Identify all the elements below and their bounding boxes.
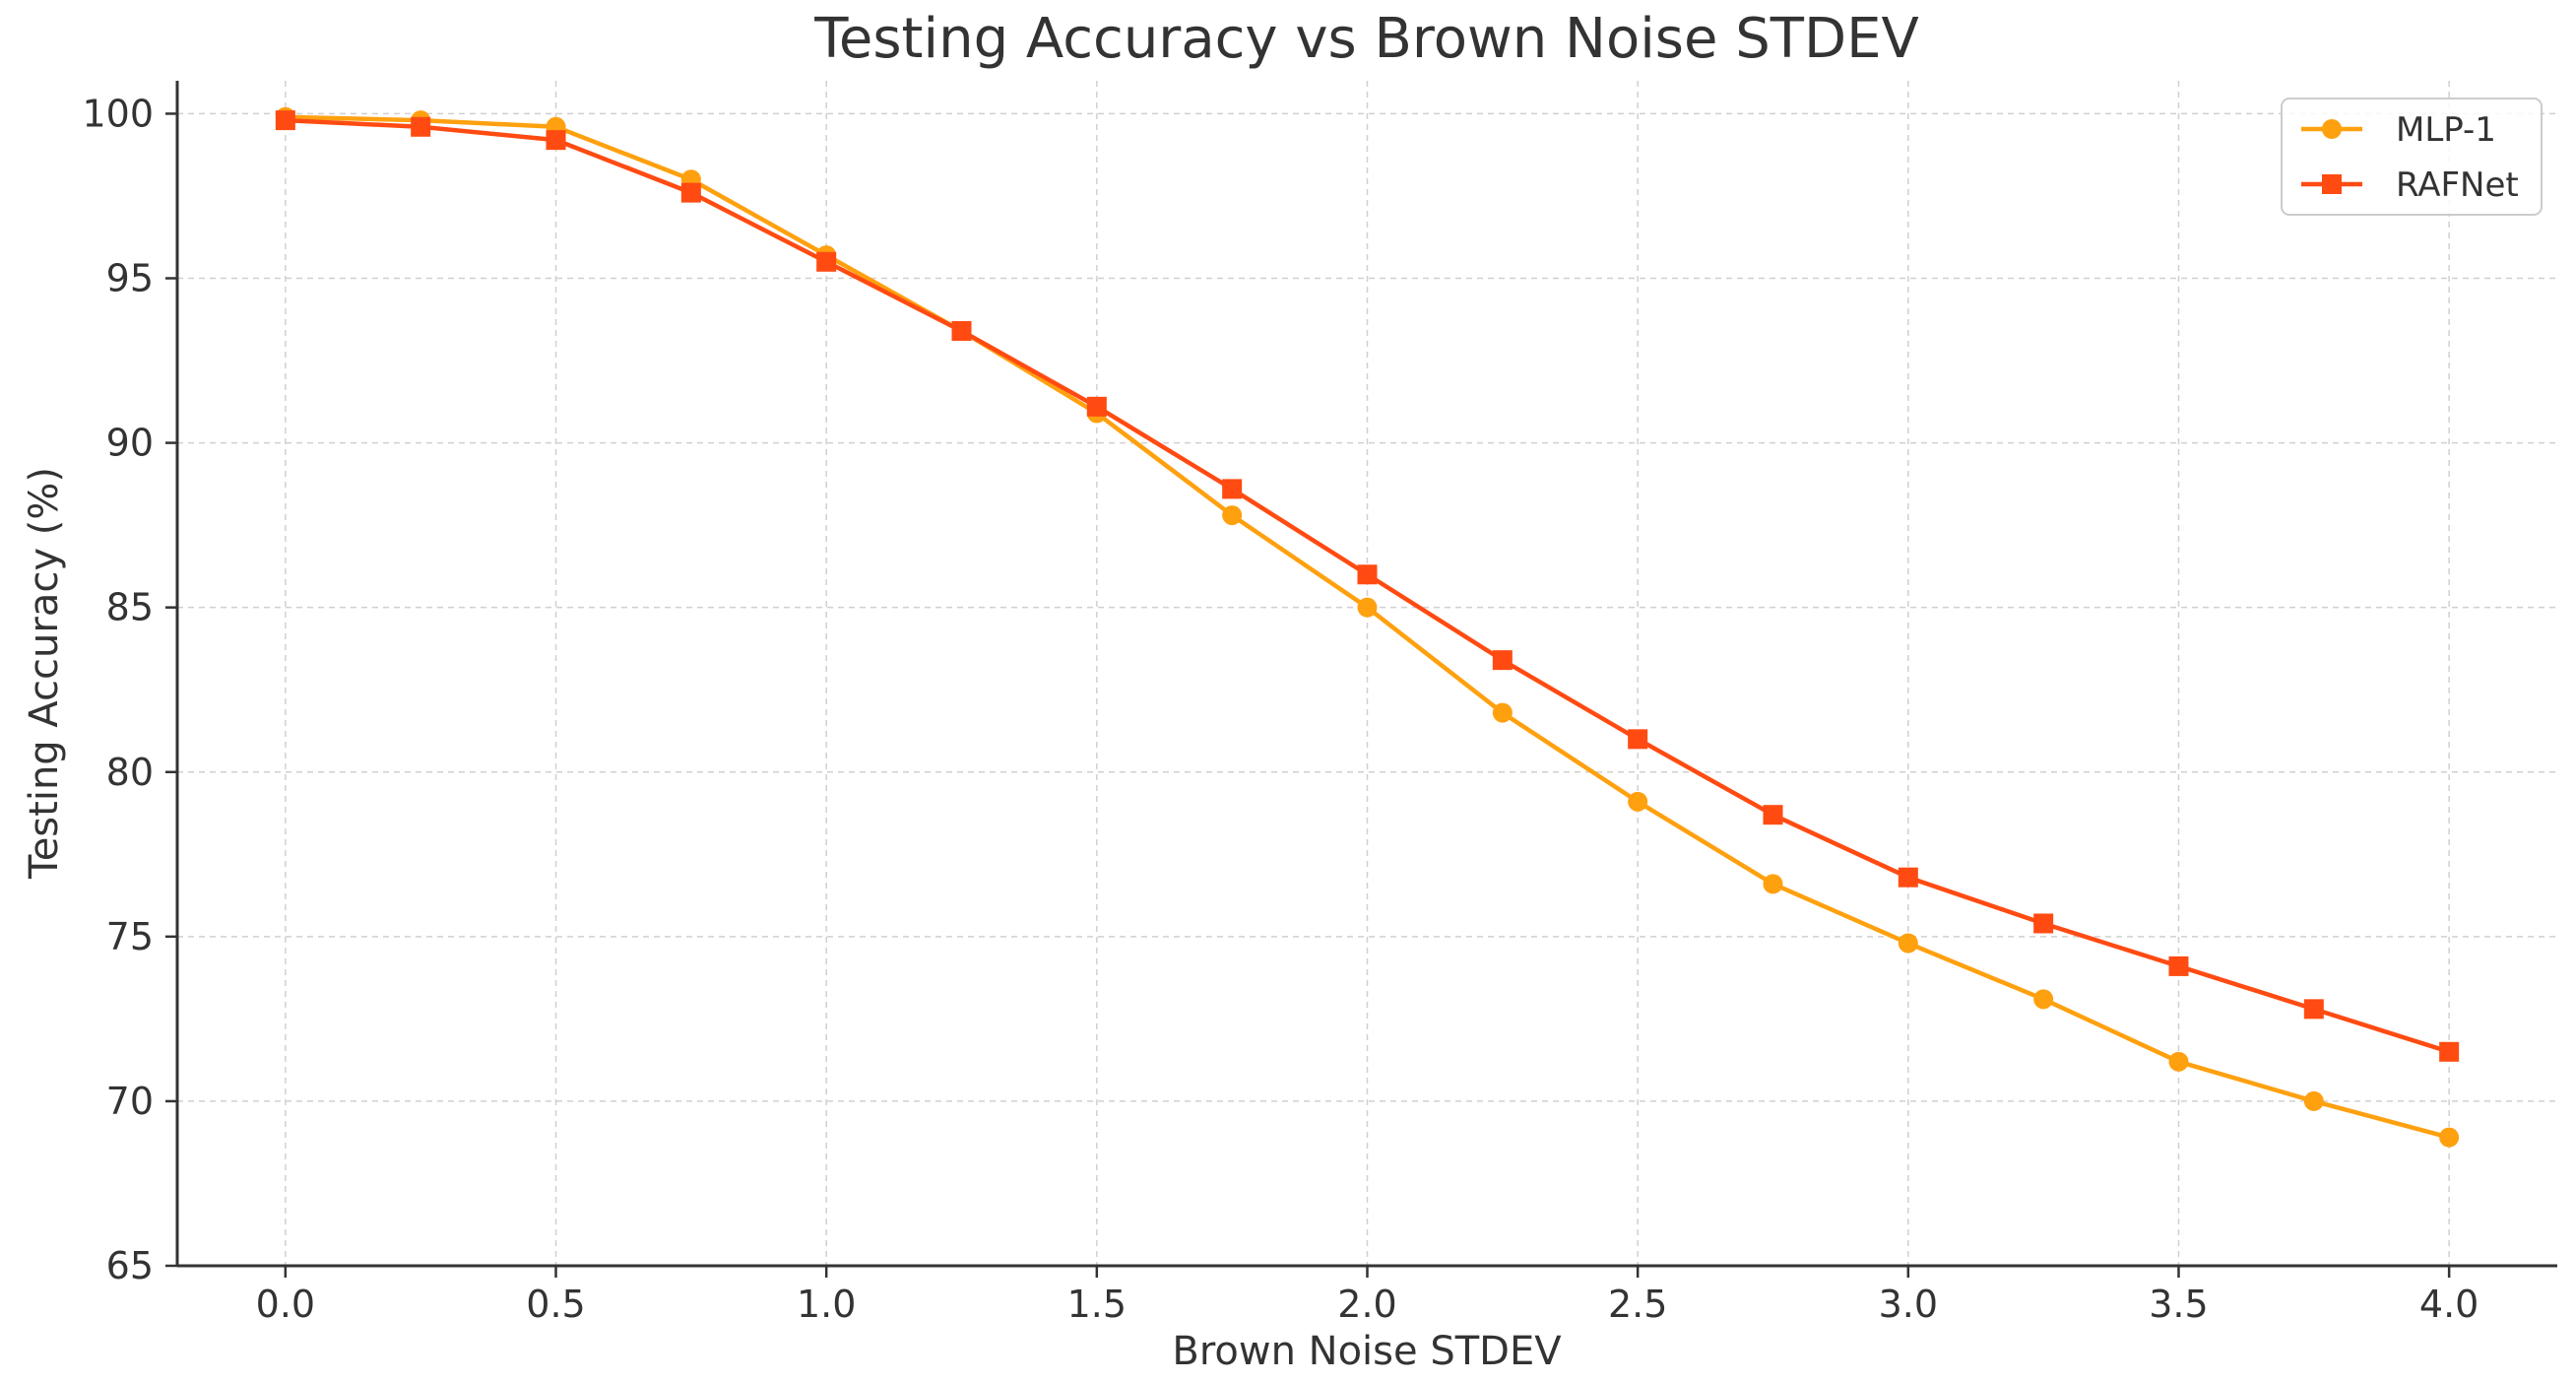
x-tick-label: 2.0 xyxy=(1337,1283,1396,1326)
x-tick-label: 3.0 xyxy=(1879,1283,1938,1326)
x-tick-label: 4.0 xyxy=(2419,1283,2479,1326)
data-point-rafnet xyxy=(411,116,431,137)
y-tick-label: 90 xyxy=(106,422,154,465)
x-tick-label: 0.0 xyxy=(256,1283,315,1326)
data-point-rafnet xyxy=(546,130,566,151)
data-point-mlp-1 xyxy=(1492,702,1513,723)
data-point-mlp-1 xyxy=(1763,874,1783,894)
data-series xyxy=(275,106,2460,1148)
data-point-mlp-1 xyxy=(1357,597,1378,618)
data-point-rafnet xyxy=(1628,729,1648,750)
data-point-rafnet xyxy=(1898,867,1918,888)
legend-label-mlp-1: MLP-1 xyxy=(2396,110,2496,150)
data-point-mlp-1 xyxy=(1222,505,1243,526)
x-tick-label: 1.0 xyxy=(797,1283,856,1326)
legend-marker-mlp-1 xyxy=(2322,119,2342,139)
grid xyxy=(177,81,2557,1266)
data-point-rafnet xyxy=(951,320,972,341)
y-tick-label: 95 xyxy=(106,257,154,300)
legend-entry-mlp-1: MLP-1 xyxy=(2301,110,2496,150)
x-tick-label: 1.5 xyxy=(1067,1283,1127,1326)
chart-title: Testing Accuracy vs Brown Noise STDEV xyxy=(813,7,1919,71)
data-point-rafnet xyxy=(1222,479,1243,499)
data-point-rafnet xyxy=(680,182,701,203)
x-tick-label: 0.5 xyxy=(526,1283,585,1326)
y-tick-label: 100 xyxy=(82,92,154,135)
data-point-mlp-1 xyxy=(2168,1051,2189,1072)
y-tick-label: 75 xyxy=(106,915,154,958)
legend-marker-rafnet xyxy=(2322,174,2342,194)
data-point-rafnet xyxy=(275,110,295,131)
data-point-mlp-1 xyxy=(2033,989,2054,1010)
data-point-rafnet xyxy=(2303,999,2324,1020)
x-tick-label: 2.5 xyxy=(1608,1283,1667,1326)
data-point-mlp-1 xyxy=(2439,1127,2460,1148)
data-point-mlp-1 xyxy=(1628,791,1648,812)
y-tick-label: 70 xyxy=(106,1080,154,1123)
legend: MLP-1 RAFNet xyxy=(2281,98,2543,216)
data-point-rafnet xyxy=(1357,564,1378,585)
y-tick-label: 65 xyxy=(106,1244,154,1287)
data-point-rafnet xyxy=(2168,955,2189,976)
data-point-mlp-1 xyxy=(1898,933,1918,954)
x-axis-label: Brown Noise STDEV xyxy=(1172,1329,1562,1374)
data-point-mlp-1 xyxy=(2303,1090,2324,1111)
data-point-rafnet xyxy=(816,251,837,272)
y-axis-ticks: 65 70 75 80 85 90 95 100 xyxy=(82,92,177,1287)
data-point-rafnet xyxy=(1086,396,1107,417)
y-tick-label: 80 xyxy=(106,751,154,794)
y-tick-label: 85 xyxy=(106,586,154,629)
y-axis-label: Testing Accuracy (%) xyxy=(22,467,67,880)
series-rafnet xyxy=(275,110,2460,1062)
data-point-rafnet xyxy=(2033,913,2054,934)
legend-label-rafnet: RAFNet xyxy=(2396,165,2519,205)
legend-entry-rafnet: RAFNet xyxy=(2301,165,2519,205)
x-axis-ticks: 0.0 0.5 1.0 1.5 2.0 2.5 3.0 3.5 4.0 xyxy=(256,1266,2479,1326)
x-tick-label: 3.5 xyxy=(2149,1283,2208,1326)
data-point-rafnet xyxy=(1763,805,1783,825)
data-point-rafnet xyxy=(1492,650,1513,671)
data-point-rafnet xyxy=(2439,1041,2460,1062)
